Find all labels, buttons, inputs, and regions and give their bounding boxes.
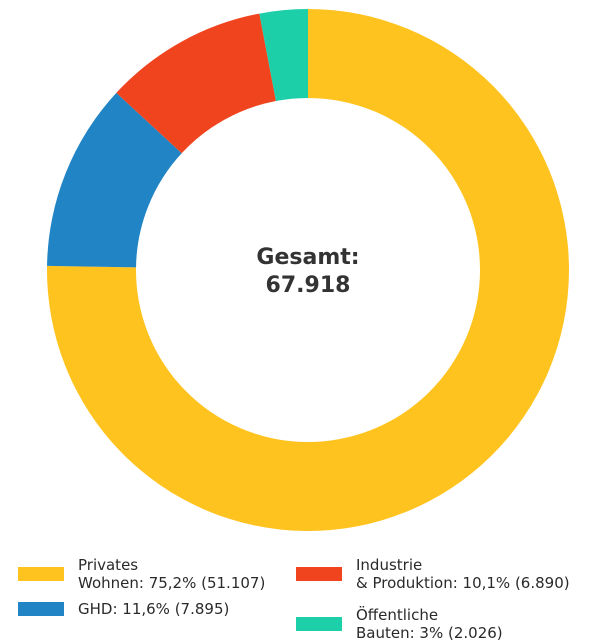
legend-label-privates: Privates Wohnen: 75,2% (51.107): [78, 556, 266, 592]
center-label-title: Gesamt:: [256, 245, 359, 270]
legend-item-oeffentlich: Öffentliche Bauten: 3% (2.026): [296, 606, 503, 642]
legend: Privates Wohnen: 75,2% (51.107) Industri…: [0, 540, 611, 644]
donut-chart: Gesamt: 67.918: [47, 9, 570, 531]
slice-ghd: [47, 92, 182, 268]
slice-oeffentlich: [259, 9, 308, 102]
legend-swatch-privates: [18, 567, 64, 581]
slice-privates: [47, 9, 570, 531]
legend-label-ghd: GHD: 11,6% (7.895): [78, 600, 230, 618]
legend-swatch-ghd: [18, 602, 64, 616]
legend-label-industrie: Industrie & Produktion: 10,1% (6.890): [356, 556, 570, 592]
legend-swatch-industrie: [296, 567, 342, 581]
legend-item-industrie: Industrie & Produktion: 10,1% (6.890): [296, 556, 570, 592]
legend-swatch-oeffentlich: [296, 617, 342, 631]
center-label-total: 67.918: [266, 273, 351, 298]
legend-item-privates: Privates Wohnen: 75,2% (51.107): [18, 556, 265, 592]
donut-slices: [47, 9, 570, 531]
slice-industrie: [116, 13, 276, 154]
legend-item-ghd: GHD: 11,6% (7.895): [18, 600, 229, 618]
legend-label-oeffentlich: Öffentliche Bauten: 3% (2.026): [356, 606, 503, 642]
